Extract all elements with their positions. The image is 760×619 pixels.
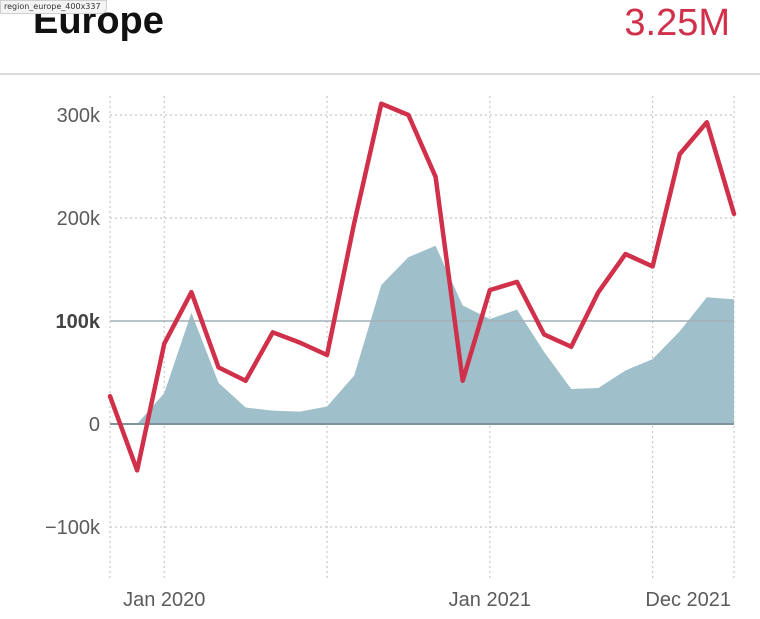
- header-divider: [0, 73, 760, 75]
- y-tick-label: 100k: [56, 311, 101, 333]
- y-tick-label: 300k: [57, 105, 101, 127]
- area-series: [110, 245, 734, 424]
- x-tick-label: Jan 2021: [449, 589, 531, 611]
- region-total-value: 3.25M: [624, 2, 730, 44]
- y-tick-label: 200k: [57, 208, 101, 230]
- x-tick-label: Jan 2020: [123, 589, 205, 611]
- image-filename-tag: region_europe_400x337: [0, 0, 107, 14]
- y-tick-label: −100k: [45, 517, 101, 539]
- y-tick-label: 0: [89, 414, 100, 436]
- line-series: [107, 101, 737, 473]
- x-tick-label: Dec 2021: [645, 589, 731, 611]
